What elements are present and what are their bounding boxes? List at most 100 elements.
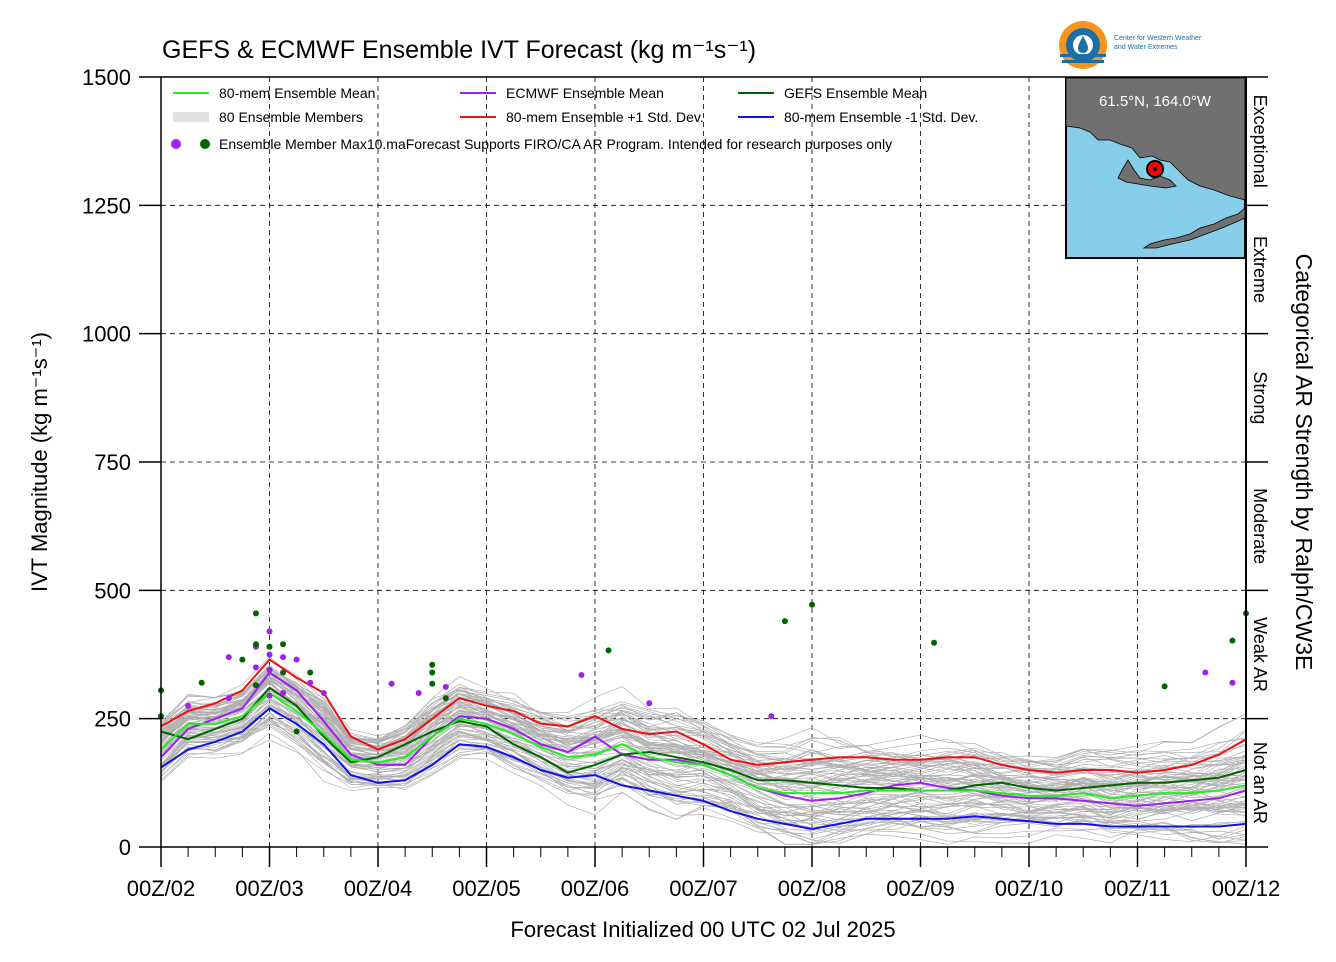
x-tick-label: 00Z/04 bbox=[344, 876, 413, 901]
ecmwf-max-point bbox=[280, 654, 287, 661]
ensemble-member-line bbox=[160, 695, 1247, 816]
ensemble-member-line bbox=[160, 732, 1247, 845]
category-label: Moderate bbox=[1250, 488, 1270, 564]
ensemble-member-line bbox=[160, 659, 1247, 776]
ensemble-member-line bbox=[160, 708, 1247, 817]
ecmwf-max-point bbox=[280, 690, 287, 696]
water-drop-icon bbox=[1078, 36, 1088, 53]
gefs-max-point bbox=[1229, 637, 1236, 644]
y-tick-label: 1500 bbox=[82, 65, 131, 90]
legend-label: ECMWF Ensemble Mean bbox=[506, 85, 664, 101]
legend-label: 80-mem Ensemble Mean bbox=[219, 85, 375, 101]
gefs-max-point bbox=[198, 679, 205, 686]
ecmwf-max-point bbox=[307, 679, 314, 686]
y-tick-label: 500 bbox=[94, 578, 131, 603]
gefs-max-point bbox=[781, 618, 788, 625]
logo-waves bbox=[1060, 54, 1106, 57]
legend-dots-label: Ensemble Member Max10.maForecast Support… bbox=[219, 136, 892, 152]
ensemble-member-line bbox=[160, 692, 1247, 827]
ecmwf-max-point bbox=[185, 702, 192, 709]
x-tick-label: 00Z/11 bbox=[1104, 876, 1171, 901]
gefs-max-point bbox=[252, 610, 259, 617]
legend-label: 80-mem Ensemble -1 Std. Dev. bbox=[784, 109, 978, 125]
ensemble-member-line bbox=[160, 720, 1247, 845]
ecmwf-max-point bbox=[293, 656, 300, 663]
ensemble-member-line bbox=[160, 669, 1247, 788]
ensemble-member-line bbox=[160, 707, 1247, 817]
inset-land-north bbox=[1065, 77, 1246, 201]
ensemble-member-line bbox=[160, 673, 1247, 772]
x-tick-label: 00Z/06 bbox=[561, 876, 630, 901]
inset-land-south bbox=[1142, 207, 1246, 249]
ensemble-member-line bbox=[160, 717, 1247, 835]
gefs-max-point bbox=[931, 639, 938, 646]
ensemble-member-line bbox=[160, 678, 1247, 785]
y-tick-label: 750 bbox=[94, 450, 131, 475]
right-axis-label: Categorical AR Strength by Ralph/CW3E bbox=[1291, 254, 1317, 671]
y-tick-label: 1250 bbox=[82, 193, 131, 218]
ensemble-member-line bbox=[160, 669, 1247, 763]
ecmwf-max-point bbox=[578, 672, 585, 679]
gefs-max-point bbox=[280, 669, 287, 676]
ensemble-member-line bbox=[160, 691, 1247, 799]
y-tick-label: 1000 bbox=[82, 322, 131, 347]
ensemble-member-line bbox=[160, 668, 1247, 781]
ecmwf-max-point bbox=[415, 690, 422, 696]
series-line bbox=[160, 658, 1247, 774]
gefs-max-point bbox=[252, 682, 259, 689]
ensemble-member-line bbox=[160, 711, 1247, 831]
ecmwf-max-point bbox=[1202, 669, 1209, 676]
inset-land-coast bbox=[1117, 159, 1177, 189]
category-labels: Not an AR Weak AR Moderate Strong Extreme Exc… bbox=[1250, 95, 1270, 824]
ecmwf-max-point bbox=[266, 628, 273, 635]
gefs-max-point bbox=[252, 641, 259, 648]
x-tick-label: 00Z/03 bbox=[235, 876, 304, 901]
cw3e-logo: Center for Western Weather and Water Ext… bbox=[1059, 21, 1202, 69]
ensemble-member-line bbox=[160, 675, 1247, 770]
category-label: Extreme bbox=[1250, 236, 1270, 303]
legend-label: 80 Ensemble Members bbox=[219, 109, 363, 125]
ecmwf-max-point bbox=[388, 680, 395, 687]
legend: 80-mem Ensemble Mean ECMWF Ensemble Mean G… bbox=[171, 85, 978, 152]
ecmwf-max-point bbox=[320, 690, 327, 696]
ecmwf-max-point bbox=[442, 683, 449, 690]
series-line bbox=[160, 686, 1247, 792]
ensemble-member-line bbox=[160, 656, 1247, 769]
ecmwf-max-point bbox=[266, 692, 273, 699]
ecmwf-max-point bbox=[225, 654, 232, 661]
ensemble-member-line bbox=[160, 708, 1247, 819]
gefs-max-point bbox=[266, 643, 273, 650]
series-line bbox=[160, 707, 1247, 831]
ensemble-member-line bbox=[160, 723, 1247, 844]
location-marker-center bbox=[1153, 167, 1157, 171]
chart-title: GEFS & ECMWF Ensemble IVT Forecast (kg m… bbox=[162, 36, 756, 64]
gefs-max-point bbox=[429, 680, 436, 687]
series-lines bbox=[160, 658, 1247, 831]
legend-ecmwf-dot bbox=[171, 139, 181, 149]
ecmwf-max-point bbox=[225, 695, 232, 702]
ecmwf-max-point bbox=[252, 664, 259, 671]
ecmwf-max-point bbox=[266, 651, 273, 658]
y-axis-label: IVT Magnitude (kg m⁻¹s⁻¹) bbox=[27, 332, 52, 592]
category-label: Not an AR bbox=[1250, 742, 1270, 824]
x-tick-label: 00Z/09 bbox=[886, 876, 955, 901]
ecmwf-max-point bbox=[266, 666, 273, 673]
gefs-max-point bbox=[605, 647, 612, 654]
ecmwf-max-point bbox=[1229, 679, 1236, 686]
ecmwf-max-point bbox=[646, 700, 653, 707]
x-axis-label: Forecast Initialized 00 UTC 02 Jul 2025 bbox=[510, 917, 895, 942]
ensemble-member-line bbox=[160, 677, 1247, 801]
legend-label: 80-mem Ensemble +1 Std. Dev. bbox=[506, 109, 704, 125]
legend-gefs-dot bbox=[200, 139, 210, 149]
category-label: Strong bbox=[1250, 371, 1270, 424]
ensemble-member-line bbox=[160, 670, 1247, 770]
x-tick-label: 00Z/02 bbox=[127, 876, 196, 901]
gefs-max-point bbox=[429, 661, 436, 668]
x-tick-label: 00Z/08 bbox=[778, 876, 847, 901]
ensemble-member-line bbox=[160, 690, 1247, 800]
gefs-max-point bbox=[239, 656, 246, 663]
gefs-max-point bbox=[280, 641, 287, 648]
gefs-max-point bbox=[429, 669, 436, 676]
x-tick-label: 00Z/10 bbox=[995, 876, 1064, 901]
y-tick-label: 250 bbox=[94, 707, 131, 732]
